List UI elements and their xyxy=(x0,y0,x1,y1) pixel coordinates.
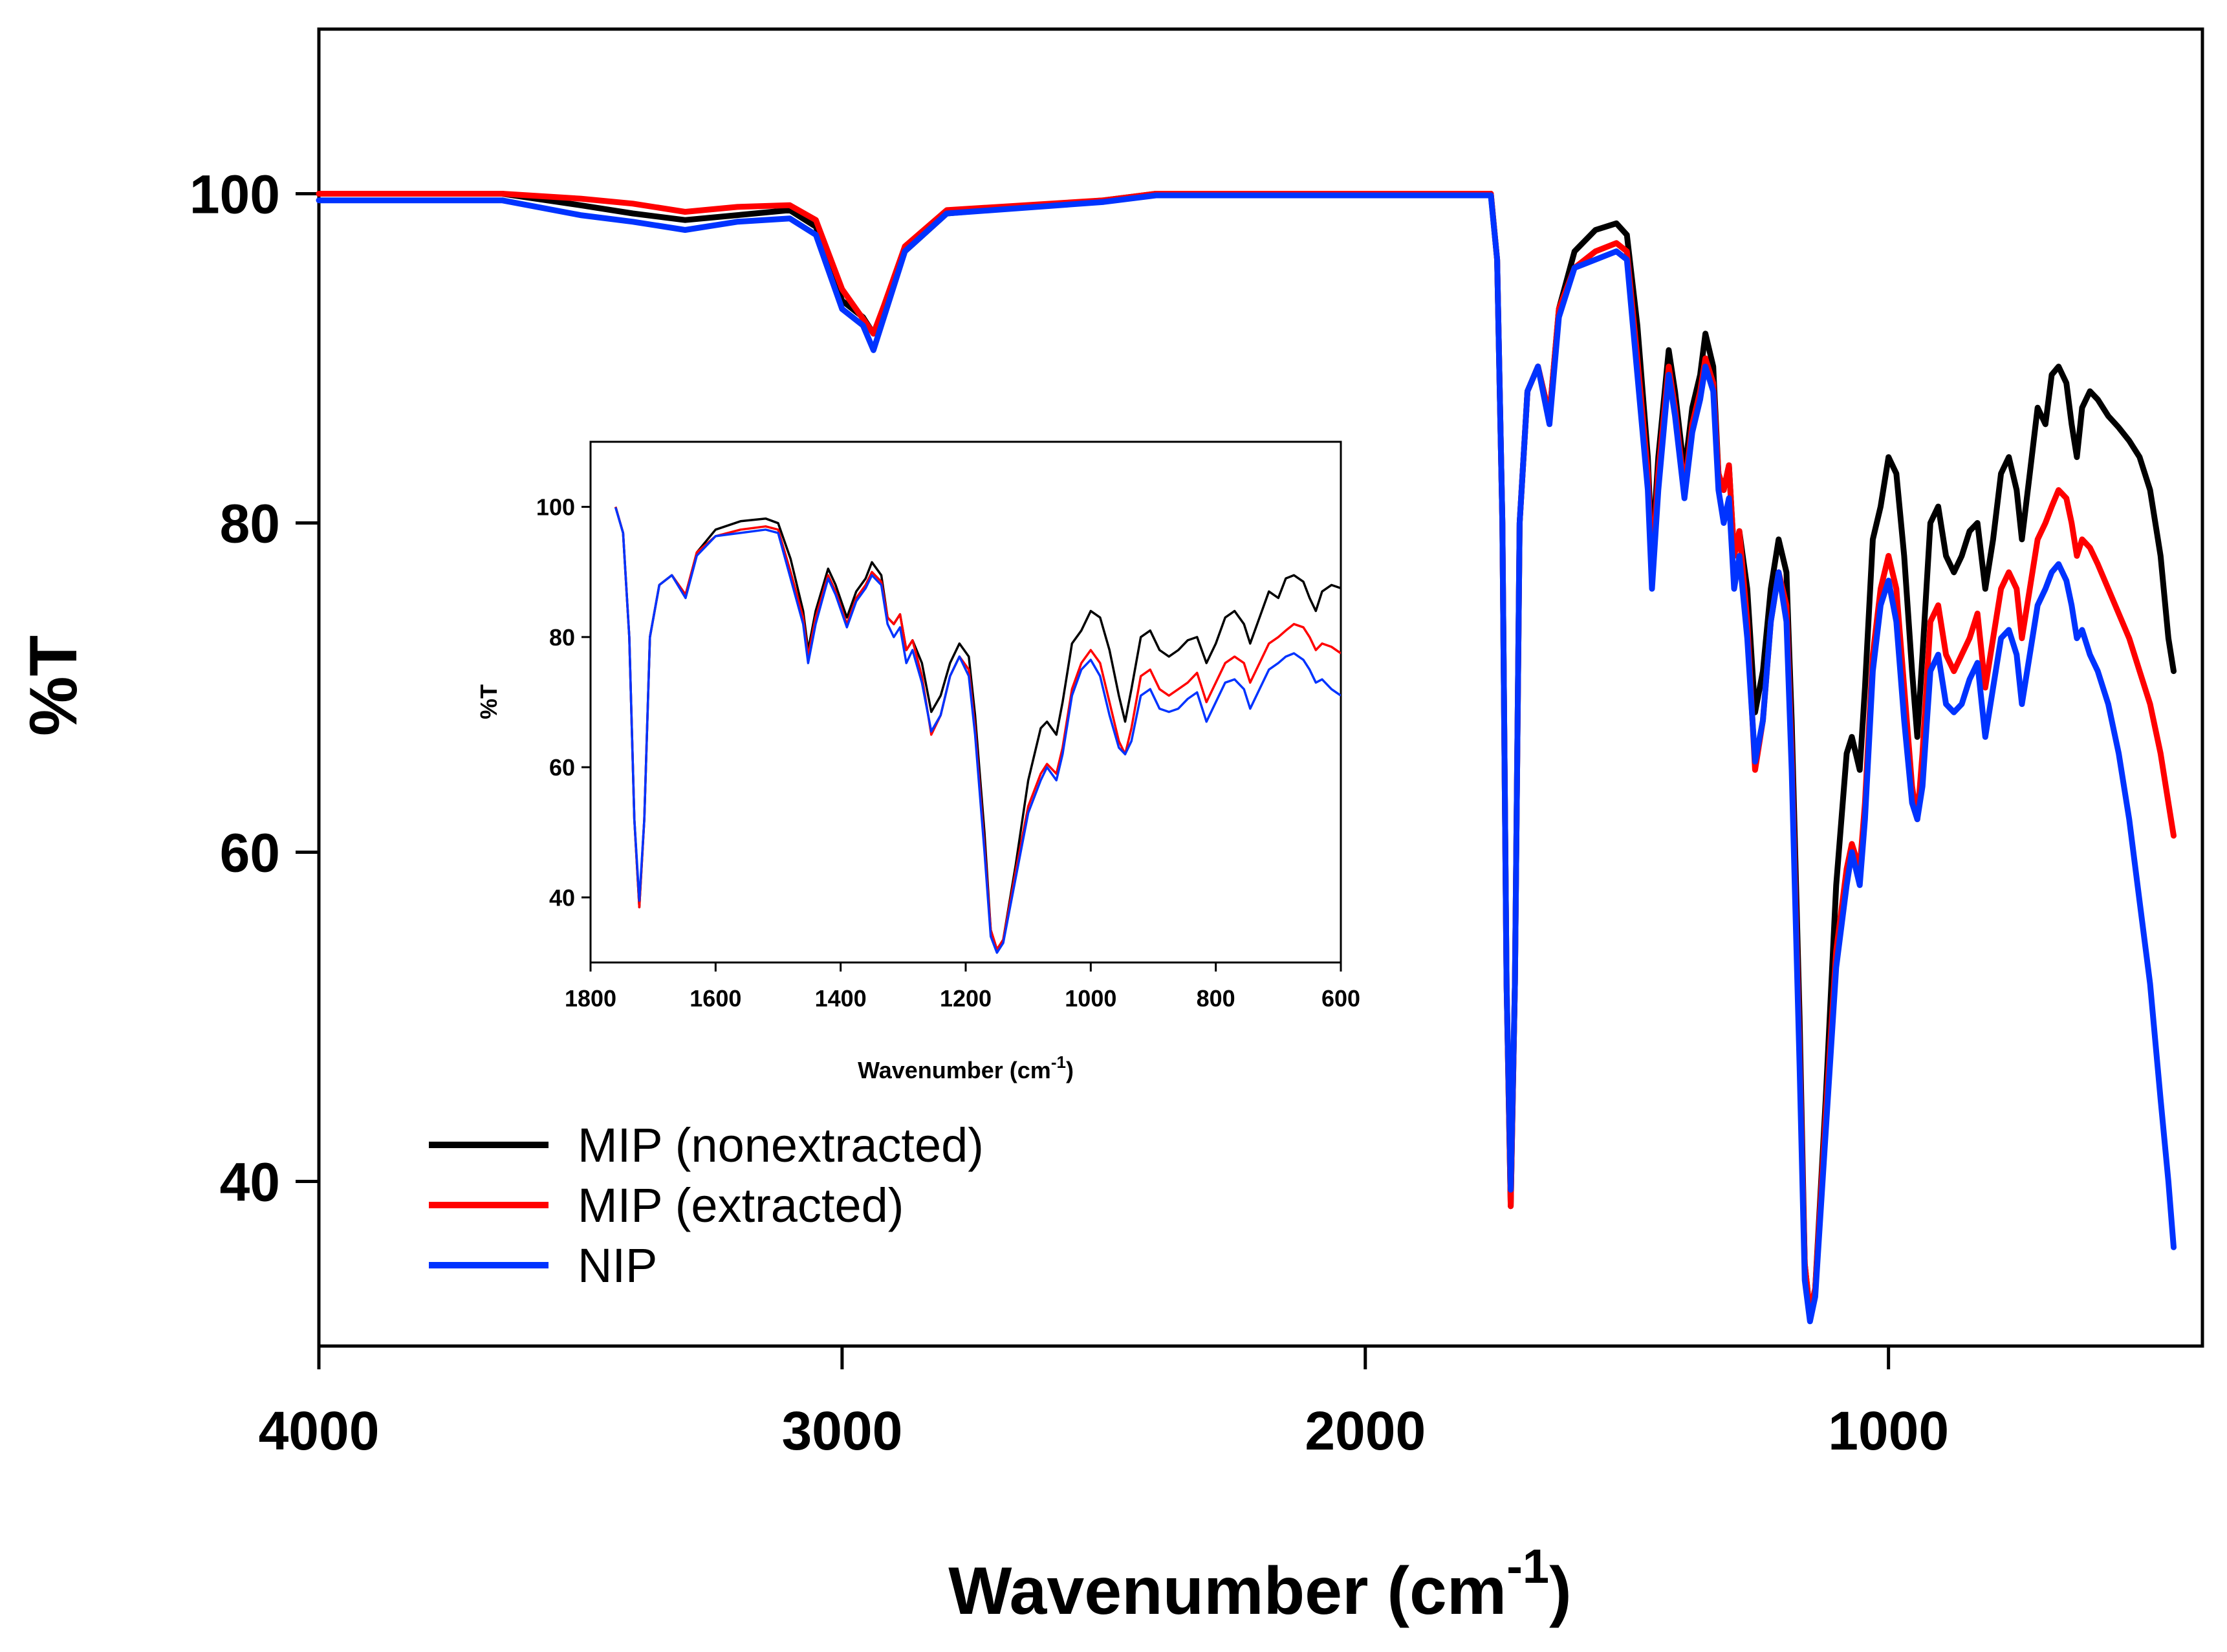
inset-y-tick-label: 100 xyxy=(536,494,575,521)
legend-label: NIP xyxy=(578,1239,657,1292)
main-x-axis-title-superscript: -1 xyxy=(1506,1539,1549,1593)
main-y-tick-label: 100 xyxy=(190,164,280,225)
inset-x-axis-title-base: Wavenumber (cm xyxy=(858,1057,1051,1083)
main-y-axis-title: %T xyxy=(16,635,91,736)
inset-x-tick-label: 600 xyxy=(1321,985,1360,1012)
main-x-axis-title-base: Wavenumber (cm xyxy=(948,1554,1506,1629)
inset-plot-background xyxy=(589,440,1342,964)
main-x-tick-label: 2000 xyxy=(1305,1400,1426,1461)
main-y-tick-label: 60 xyxy=(220,823,280,884)
inset-y-tick-label: 60 xyxy=(549,754,575,781)
inset-y-axis-title: %T xyxy=(475,684,502,719)
inset-y-ticks: 40 60 80 100 xyxy=(536,494,591,911)
inset-series-line-nip xyxy=(614,507,1341,954)
inset-x-axis-title-close: ) xyxy=(1066,1057,1074,1083)
main-series-line-nip xyxy=(316,192,2177,1325)
main-x-axis-title-close: ) xyxy=(1549,1554,1572,1629)
main-x-tick-label: 3000 xyxy=(781,1400,902,1461)
main-x-ticks: 4000 3000 2000 1000 xyxy=(259,1346,1949,1461)
legend-label: MIP (nonextracted) xyxy=(578,1118,984,1172)
inset-x-tick-label: 1800 xyxy=(565,985,616,1012)
inset-y-tick-label: 40 xyxy=(549,884,575,911)
inset-x-tick-label: 1600 xyxy=(690,985,741,1012)
legend-label: MIP (extracted) xyxy=(578,1179,904,1232)
inset-x-tick-label: 1000 xyxy=(1065,985,1116,1012)
inset-x-axis-title: Wavenumber (cm-1) xyxy=(858,1052,1074,1083)
inset-x-tick-label: 1400 xyxy=(815,985,867,1012)
main-x-tick-label: 1000 xyxy=(1828,1400,1949,1461)
main-x-tick-label: 4000 xyxy=(259,1400,380,1461)
main-y-tick-label: 40 xyxy=(220,1152,280,1213)
inset-series-group xyxy=(614,506,1341,954)
main-x-axis-title: Wavenumber (cm-1) xyxy=(948,1539,1571,1629)
inset-x-ticks: 1800 1600 1400 1200 1000 800 600 xyxy=(565,962,1360,1012)
main-plot-frame xyxy=(317,27,2204,1348)
inset-x-tick-label: 1200 xyxy=(940,985,992,1012)
inset-y-tick-label: 80 xyxy=(549,624,575,651)
main-y-ticks: 40 60 80 100 xyxy=(190,164,319,1213)
inset-series-line-mip-extracted xyxy=(614,506,1341,951)
legend: MIP (nonextracted) MIP (extracted) NIP xyxy=(429,1118,984,1292)
inset-x-axis-title-superscript: -1 xyxy=(1051,1052,1066,1072)
main-series-group xyxy=(316,191,2177,1325)
inset-x-tick-label: 800 xyxy=(1197,985,1235,1012)
main-y-tick-label: 80 xyxy=(220,494,280,554)
